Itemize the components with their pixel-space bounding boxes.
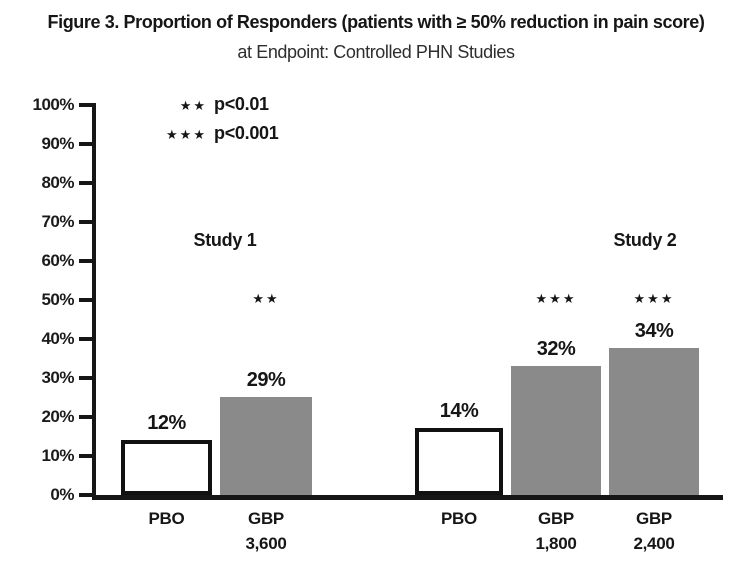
x-axis-label: PBO (409, 506, 509, 531)
x-axis-label-line: 3,600 (245, 534, 287, 553)
y-tick-label: 20% (41, 407, 74, 426)
legend-pvalue-text: p<0.001 (214, 123, 279, 143)
bar-pbo (121, 440, 212, 495)
study-label: Study 2 (613, 230, 677, 250)
bar-value-label: 34% (634, 320, 674, 342)
y-tick-label: 40% (41, 329, 74, 348)
y-axis-tick (79, 493, 93, 497)
bar-value-label: 32% (536, 338, 576, 360)
legend-significance-stars: ★★★ (166, 127, 207, 142)
y-tick-label: 50% (41, 290, 74, 309)
bar-gbp-3-600 (220, 397, 312, 495)
x-axis-label: GBP 2,400 (604, 506, 704, 556)
y-tick-label: 30% (41, 368, 74, 387)
bar-value-label: 29% (246, 369, 286, 391)
x-axis-label-line: 2,400 (633, 534, 675, 553)
y-tick-label: 90% (41, 134, 74, 153)
x-axis-label-line: PBO (441, 509, 477, 528)
x-axis-label: GBP 1,800 (506, 506, 606, 556)
y-tick-label: 80% (41, 173, 74, 192)
x-axis-label-line: PBO (148, 509, 185, 528)
x-axis-label-line: GBP (248, 509, 284, 528)
y-tick-label: 60% (41, 251, 74, 270)
chart-subtitle: at Endpoint: Controlled PHN Studies (237, 42, 515, 62)
significance-stars: ★★★ (633, 291, 675, 306)
x-axis-label: GBP 3,600 (216, 506, 316, 556)
y-axis-tick (79, 337, 93, 341)
y-tick-label: 100% (32, 95, 75, 114)
legend-row: ★★★ p<0.001 (165, 123, 279, 152)
y-axis-tick (79, 181, 93, 185)
y-tick-label: 10% (41, 446, 74, 465)
bar-value-label: 14% (439, 400, 479, 422)
y-axis-tick (79, 103, 93, 107)
x-axis-line (92, 495, 723, 500)
x-axis-label-line: GBP (636, 509, 672, 528)
bar-value-label: 12% (147, 412, 186, 434)
y-axis-tick (79, 142, 93, 146)
bar-gbp-1-800 (511, 366, 601, 495)
significance-stars: ★★ (252, 291, 280, 306)
y-axis-tick (79, 220, 93, 224)
y-axis-tick (79, 376, 93, 380)
y-tick-label: 0% (50, 485, 74, 504)
x-axis-label-line: 1,800 (535, 534, 577, 553)
legend-significance-stars: ★★ (179, 98, 207, 113)
bar-gbp-2-400 (609, 348, 699, 495)
y-axis-tick (79, 454, 93, 458)
chart-title: Figure 3. Proportion of Responders (pati… (47, 12, 705, 32)
legend-row: ★★ p<0.01 (165, 94, 278, 123)
x-axis-label-line: GBP (538, 509, 574, 528)
y-axis-tick (79, 415, 93, 419)
y-axis-line (92, 103, 96, 499)
y-axis-tick (79, 298, 93, 302)
y-tick-label: 70% (41, 212, 74, 231)
study-label: Study 1 (193, 230, 257, 250)
significance-legend: ★★ p<0.01 ★★★ p<0.001 (165, 94, 279, 152)
legend-pvalue-text: p<0.01 (214, 94, 269, 114)
bar-pbo (415, 428, 503, 495)
y-axis-tick (79, 259, 93, 263)
x-axis-label: PBO (117, 506, 217, 531)
significance-stars: ★★★ (535, 291, 577, 306)
